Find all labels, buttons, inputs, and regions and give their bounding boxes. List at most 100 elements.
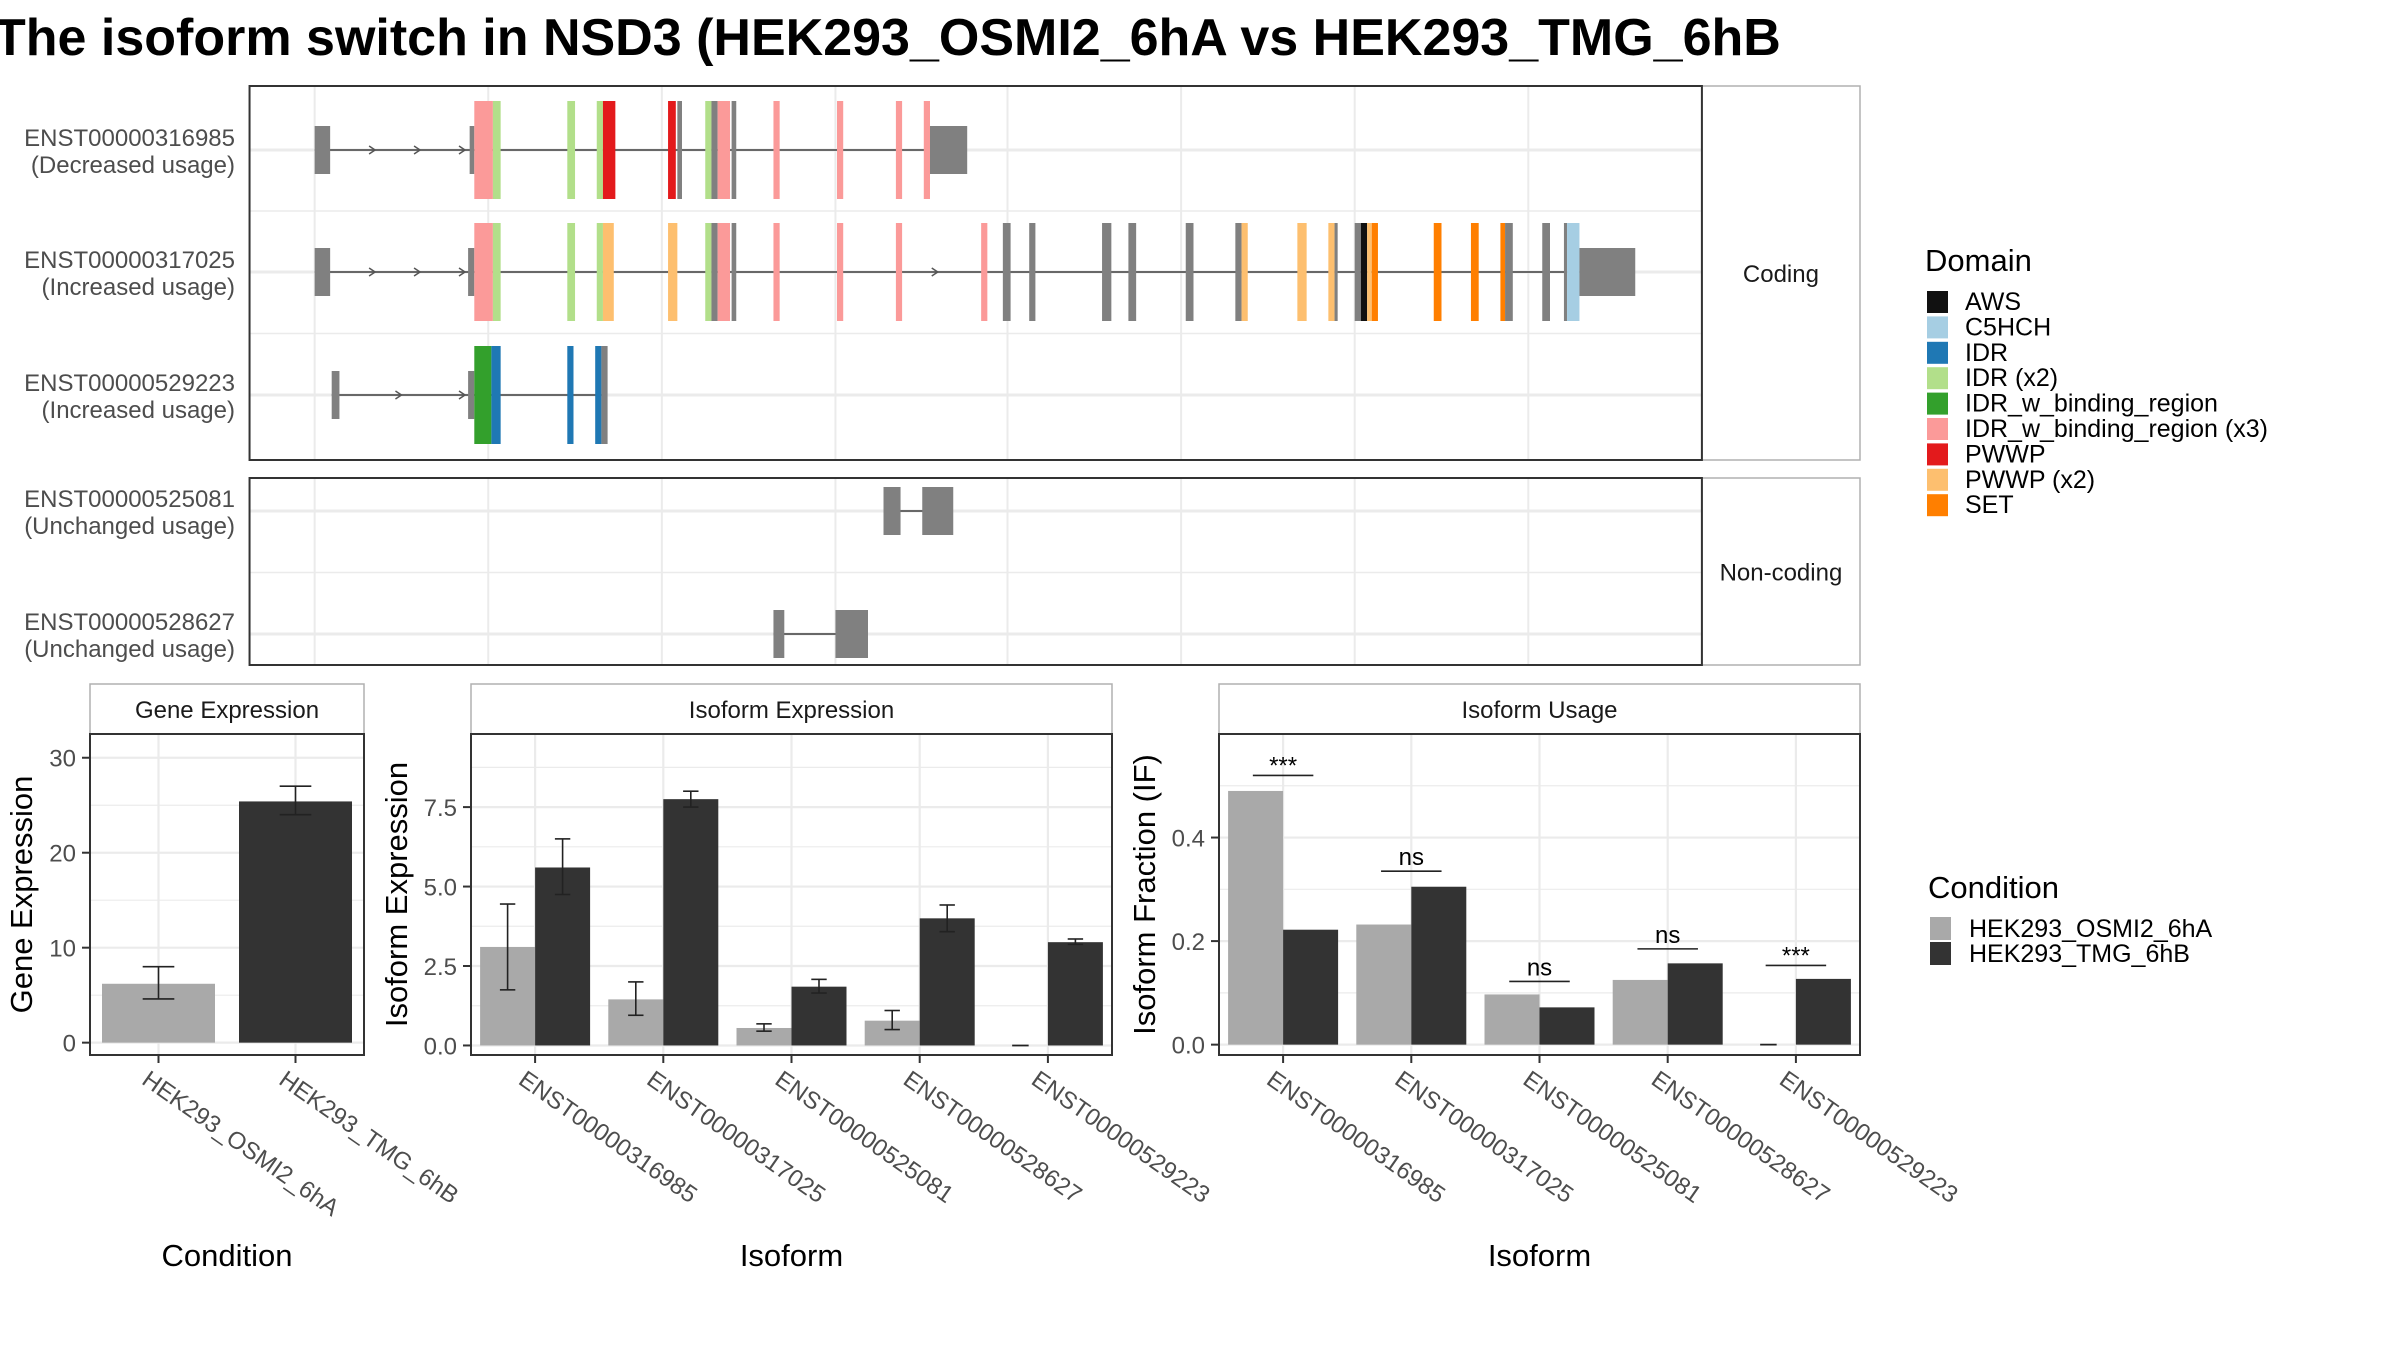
- isoform-expression-panel: Isoform Expression 0.0 2.5 5.0 7.5 Isoform Ex…: [379, 683, 1215, 1273]
- coding-exon: [731, 223, 737, 321]
- error-bar-hek293-osmi2-6ha-hek293-osmi2-6ha: [142, 965, 175, 1000]
- y-axis-label: Isoform Fraction (IF): [1127, 754, 1162, 1035]
- coding-exon: [668, 223, 678, 321]
- panel-strip: [1218, 683, 1861, 735]
- coding-exon: [1371, 223, 1378, 321]
- coding-exon: [1102, 223, 1112, 321]
- direction-arrow: [458, 390, 467, 400]
- legend-label-pwwp: PWWP: [1965, 440, 2046, 468]
- coding-exon: [711, 101, 718, 199]
- coding-exon: [474, 101, 493, 199]
- transcript-label-ENST00000316985: ENST00000316985: [24, 125, 235, 152]
- y-tick-label: 10: [49, 936, 76, 963]
- coding-exon: [1567, 223, 1580, 321]
- panel-title: Gene Expression: [135, 697, 319, 724]
- transcript-ENST00000525081: [883, 487, 954, 535]
- panel-title: Isoform Usage: [1461, 697, 1617, 724]
- legend-key-pwwp: [1927, 443, 1948, 466]
- coding-exon: [1029, 223, 1036, 321]
- y-tick-label: 0: [63, 1031, 76, 1058]
- legend-key-set: [1927, 494, 1948, 517]
- facet-non-coding: Non-coding: [248, 477, 1861, 666]
- bar-hek293-tmg-6hb-enst00000525081: [791, 986, 847, 1046]
- utr-exon: [314, 126, 331, 174]
- y-tick-label: 7.5: [424, 795, 457, 822]
- utr-exon: [835, 610, 868, 658]
- transcript-usage-ENST00000316985: (Decreased usage): [31, 152, 235, 179]
- direction-arrow: [368, 145, 377, 155]
- bar-hek293-tmg-6hb-enst00000528627: [919, 918, 975, 1046]
- transcript-structure-plot: Coding Non-coding ENST00000316985(Decrease…: [24, 85, 1861, 666]
- utr-exon: [468, 248, 475, 296]
- transcript-label-ENST00000528627: ENST00000528627: [24, 609, 235, 636]
- facet-coding: Coding: [248, 85, 1861, 461]
- x-axis-label: Isoform: [1488, 1238, 1591, 1273]
- error-bar-hek293-osmi2-6ha-enst00000528627: [884, 1009, 900, 1031]
- direction-arrow: [395, 390, 403, 400]
- transcript-ENST00000317025: [314, 223, 1636, 321]
- legend-label-idr-x2: IDR (x2): [1965, 364, 2058, 392]
- coding-exon: [923, 101, 930, 199]
- legend-key-hek293-osmi2-6ha: [1930, 917, 1951, 940]
- legend-label-idr: IDR: [1965, 339, 2008, 367]
- coding-exon: [602, 101, 616, 199]
- transcript-label-ENST00000525081: ENST00000525081: [24, 486, 235, 513]
- coding-exon: [1235, 223, 1242, 321]
- utr-exon: [773, 610, 785, 658]
- coding-exon: [1002, 223, 1011, 321]
- coding-exon: [567, 223, 576, 321]
- transcript-label-ENST00000529223: ENST00000529223: [24, 370, 235, 397]
- y-tick-label: 20: [49, 841, 76, 868]
- panel-title: Isoform Expression: [689, 697, 894, 724]
- coding-exon: [492, 101, 501, 199]
- direction-arrow: [413, 145, 422, 155]
- coding-exon: [492, 223, 501, 321]
- coding-exon: [895, 101, 903, 199]
- coding-exon: [677, 101, 682, 199]
- bar-hek293-tmg-6hb-enst00000316985: [535, 867, 591, 1046]
- coding-exon: [602, 223, 614, 321]
- bar-hek293-tmg-6hb-hek293-tmg-6hb: [239, 801, 352, 1043]
- transcript-usage-ENST00000528627: (Unchanged usage): [24, 636, 235, 663]
- legend-label-c5hch: C5HCH: [1965, 313, 2051, 341]
- legend-label-hek293-osmi2-6ha: HEK293_OSMI2_6hA: [1969, 915, 2213, 943]
- error-bar-hek293-tmg-6hb-enst00000529223: [1067, 938, 1084, 946]
- bar-hek293-osmi2-6ha-enst00000528627: [1612, 979, 1668, 1045]
- panel-strip: [470, 683, 1113, 735]
- x-axis-label: Isoform: [740, 1238, 843, 1273]
- y-tick-label: 0.2: [1172, 929, 1205, 956]
- direction-arrow: [368, 267, 377, 277]
- coding-exon: [1500, 223, 1506, 321]
- legend-label-idr-w-binding-region: IDR_w_binding_region: [1965, 390, 2218, 418]
- utr-exon: [314, 248, 331, 296]
- coding-exon: [717, 223, 731, 321]
- condition-legend-title: Condition: [1928, 870, 2059, 905]
- coding-exon: [1297, 223, 1307, 321]
- coding-exon: [837, 223, 844, 321]
- significance-label: ns: [1527, 954, 1552, 981]
- legend-key-idr-x2: [1927, 367, 1948, 390]
- transcript-usage-ENST00000525081: (Unchanged usage): [24, 513, 235, 540]
- y-tick-label: 0.0: [424, 1033, 457, 1060]
- facet-label-non-coding: Non-coding: [1720, 560, 1843, 587]
- error-bar-hek293-tmg-6hb-enst00000525081: [811, 978, 827, 994]
- y-axis-label: Isoform Expression: [379, 762, 414, 1027]
- coding-exon: [474, 223, 493, 321]
- bar-hek293-tmg-6hb-enst00000528627: [1667, 963, 1723, 1045]
- coding-exon: [731, 101, 737, 199]
- coding-exon: [705, 223, 712, 321]
- legend-key-idr: [1927, 341, 1948, 364]
- transcript-label-ENST00000317025: ENST00000317025: [24, 247, 235, 274]
- coding-exon: [668, 101, 676, 199]
- utr-exon: [331, 371, 340, 419]
- legend-key-hek293-tmg-6hb: [1930, 942, 1951, 965]
- coding-exon: [596, 223, 603, 321]
- isoform-usage-panel: Isoform Usage *** ns ns ns *** 0.0 0.2 0.4 Isofor…: [1127, 683, 1963, 1273]
- coding-exon: [1185, 223, 1194, 321]
- coding-exon: [601, 346, 608, 444]
- bar-hek293-tmg-6hb-enst00000529223: [1047, 942, 1103, 1046]
- panel-border: [89, 733, 365, 1056]
- significance-label: ns: [1655, 922, 1680, 949]
